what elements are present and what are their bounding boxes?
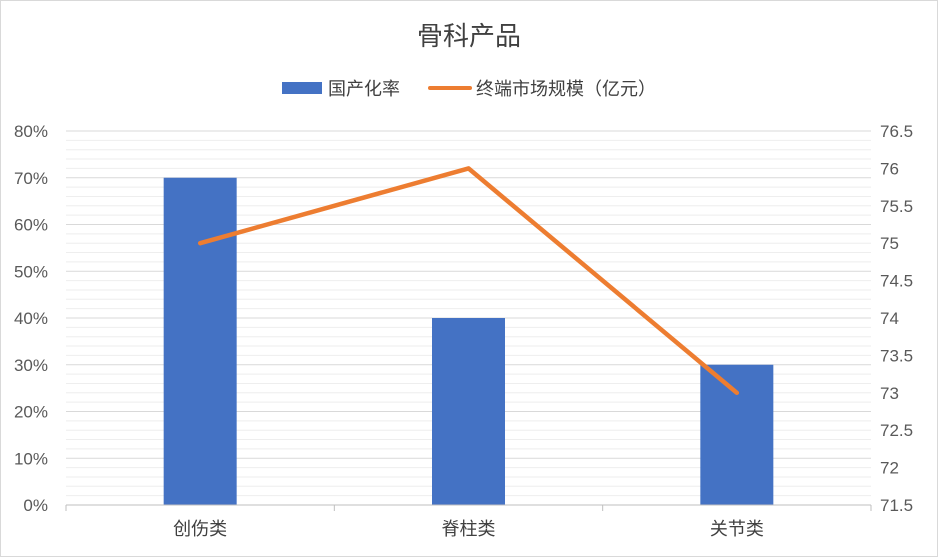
category-label: 关节类	[710, 519, 764, 539]
left-tick-label: 70%	[14, 169, 48, 188]
category-labels: 创伤类 脊柱类 关节类	[173, 519, 764, 539]
left-tick-label: 40%	[14, 309, 48, 328]
legend-label-line: 终端市场规模（亿元）	[476, 79, 656, 99]
right-tick-label: 72	[880, 459, 899, 478]
right-tick-label: 75.5	[880, 197, 913, 216]
right-tick-label: 74	[880, 309, 899, 328]
legend-swatch-bar	[282, 82, 322, 94]
line-series	[197, 166, 740, 396]
bar	[700, 364, 774, 505]
bar	[432, 318, 505, 505]
left-tick-label: 30%	[14, 356, 48, 375]
right-tick-label: 76	[880, 159, 899, 178]
left-tick-label: 60%	[14, 216, 48, 235]
right-tick-label: 71.5	[880, 496, 913, 515]
right-tick-label: 75	[880, 234, 899, 253]
category-label: 脊柱类	[442, 519, 496, 539]
left-tick-label: 0%	[23, 496, 48, 515]
right-tick-label: 73	[880, 384, 899, 403]
category-label: 创伤类	[173, 519, 227, 539]
right-tick-label: 72.5	[880, 421, 913, 440]
right-axis-ticks: 71.5 72 72.5 73 73.5 74 74.5 75 75.5 76 76.5	[880, 122, 913, 515]
right-tick-label: 74.5	[880, 272, 913, 291]
left-tick-label: 10%	[14, 449, 48, 468]
chart-title: 骨科产品	[417, 21, 521, 51]
right-tick-label: 76.5	[880, 122, 913, 141]
bar	[163, 177, 237, 505]
left-tick-label: 80%	[14, 122, 48, 141]
left-axis-ticks: 0% 10% 20% 30% 40% 50% 60% 70% 80%	[14, 122, 48, 515]
legend: 国产化率 终端市场规模（亿元）	[282, 79, 656, 99]
axes	[65, 504, 872, 511]
legend-label-bar: 国产化率	[328, 79, 400, 99]
left-tick-label: 20%	[14, 403, 48, 422]
bar-series	[163, 177, 774, 505]
right-tick-label: 73.5	[880, 346, 913, 365]
left-tick-label: 50%	[14, 262, 48, 281]
